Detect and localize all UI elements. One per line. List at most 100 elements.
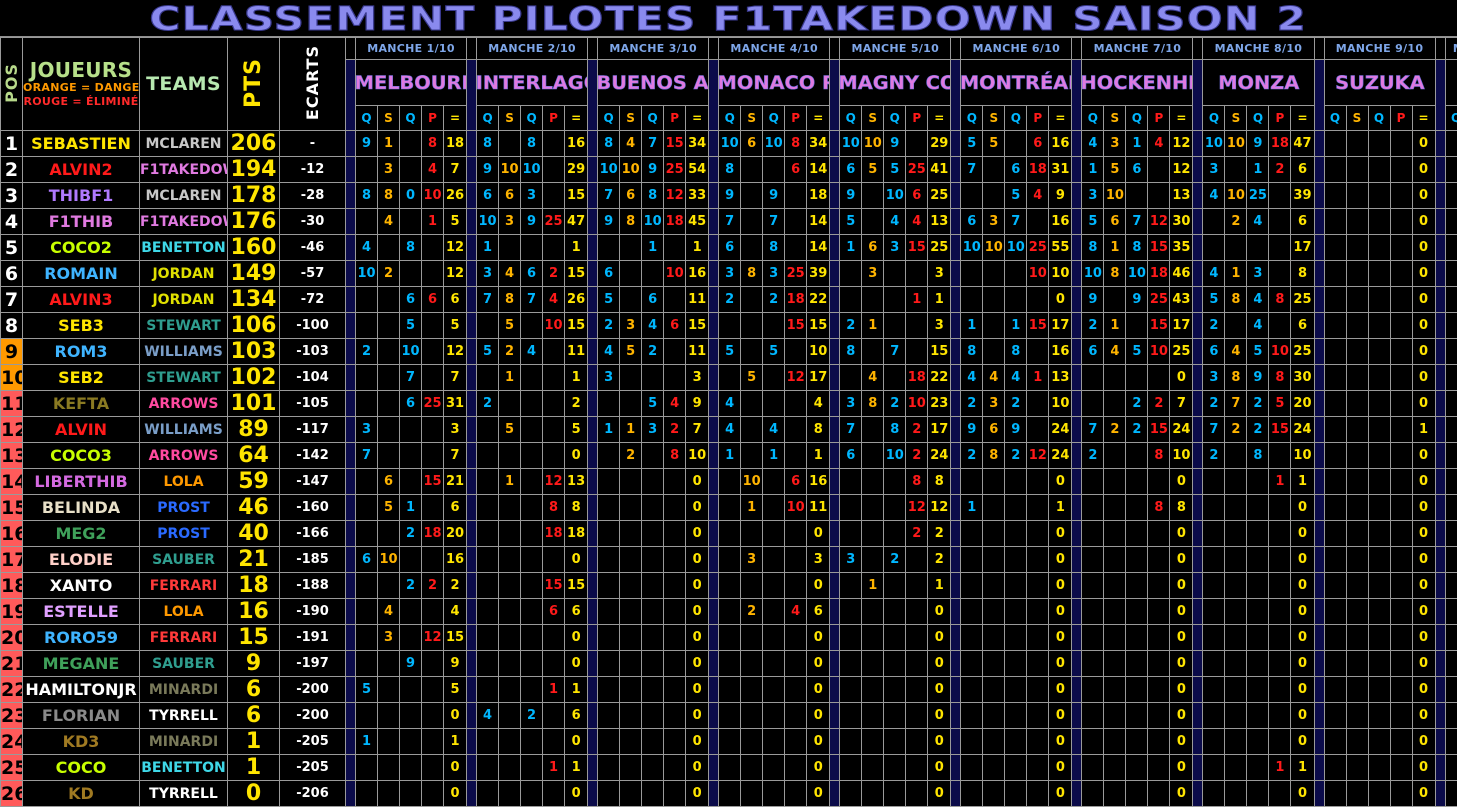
cell-m3-q1 (598, 547, 620, 573)
cell-m2-q1 (477, 469, 499, 495)
cell-m7-s (1104, 443, 1126, 469)
cell-m6-p (1027, 677, 1049, 703)
separator-bar-body-3 (588, 755, 598, 781)
separator-bar-body-2 (467, 339, 477, 365)
separator-bar-body-1 (346, 261, 356, 287)
row-points: 16 (228, 599, 280, 625)
cell-m2-q1: 2 (477, 391, 499, 417)
cell-m3-s (620, 573, 642, 599)
cell-m9-total: 0 (1412, 573, 1435, 599)
separator-bar-body-4 (709, 781, 719, 807)
row-position: 16 (1, 521, 23, 547)
cell-m9-total: 0 (1412, 287, 1435, 313)
table-row: 16MEG2PROST40-166218201818002200000 (1, 521, 1457, 547)
cell-m5-total: 0 (928, 729, 951, 755)
cell-m4-q2 (763, 781, 785, 807)
cell-m6-p (1027, 287, 1049, 313)
cell-m3-q2 (642, 625, 664, 651)
cell-m4-q2 (763, 495, 785, 521)
cell-m2-s (499, 235, 521, 261)
cell-m6-p (1027, 209, 1049, 235)
circuit-cell-6: MONTRÉAL (961, 60, 1072, 106)
cell-m2-p (543, 547, 565, 573)
manche-label-1: MANCHE 1/10 (356, 38, 467, 60)
cell-m3-total: 0 (686, 703, 709, 729)
cell-m4-q2: 9 (763, 183, 785, 209)
cell-m4-s (741, 443, 763, 469)
cell-m4-p (785, 521, 807, 547)
cell-m10-q1 (1445, 443, 1457, 469)
cell-m5-total: 41 (928, 157, 951, 183)
cell-m6-q1 (961, 677, 983, 703)
cell-m5-q1 (840, 755, 862, 781)
cell-m6-p: 6 (1027, 131, 1049, 157)
separator-bar-body-4 (709, 573, 719, 599)
cell-m8-s (1225, 677, 1247, 703)
cell-m1-q1: 1 (356, 729, 378, 755)
cell-m8-q1: 3 (1203, 157, 1225, 183)
cell-m3-q1 (598, 625, 620, 651)
row-team-name: F1TAKEDOWN (140, 209, 228, 235)
cell-m6-q2 (1005, 469, 1027, 495)
separator-bar-body-10 (1435, 469, 1445, 495)
cell-m8-p (1269, 781, 1291, 807)
cell-m6-q2 (1005, 573, 1027, 599)
cell-m8-s (1225, 625, 1247, 651)
row-team-name: JORDAN (140, 261, 228, 287)
cell-m5-p: 8 (906, 469, 928, 495)
cell-m8-total: 0 (1291, 521, 1314, 547)
cell-m8-q1: 4 (1203, 261, 1225, 287)
cell-m8-q1 (1203, 209, 1225, 235)
separator-bar-body-2 (467, 313, 477, 339)
row-points: 206 (228, 131, 280, 157)
cell-m3-total: 0 (686, 729, 709, 755)
separator-bar-body-8 (1193, 313, 1203, 339)
cell-m5-q1 (840, 495, 862, 521)
cell-m4-total: 0 (807, 781, 830, 807)
cell-m7-s (1104, 755, 1126, 781)
separator-bar-body-2 (467, 131, 477, 157)
subheader-1-s: S (378, 106, 400, 131)
cell-m8-q2 (1247, 677, 1269, 703)
cell-m1-s (378, 417, 400, 443)
cell-m10-q1 (1445, 573, 1457, 599)
cell-m6-q1: 1 (961, 495, 983, 521)
cell-m7-total: 35 (1170, 235, 1193, 261)
row-player-name: SEB3 (23, 313, 140, 339)
cell-m3-q1: 9 (598, 209, 620, 235)
cell-m9-s (1346, 131, 1368, 157)
cell-m1-s: 1 (378, 131, 400, 157)
cell-m9-s (1346, 443, 1368, 469)
separator-bar-body-10 (1435, 443, 1445, 469)
separator-bar-body-6 (951, 313, 961, 339)
header-pos: POS (1, 38, 23, 131)
separator-bar-body-9 (1314, 443, 1324, 469)
separator-bar-body-1 (346, 677, 356, 703)
separator-bar-body-8 (1193, 651, 1203, 677)
cell-m2-q1 (477, 599, 499, 625)
table-row: 25COCOBENETTON1-205011000001100 (1, 755, 1457, 781)
cell-m4-total: 0 (807, 573, 830, 599)
separator-bar-body-3 (588, 495, 598, 521)
cell-m1-q2 (400, 599, 422, 625)
separator-bar-body-7 (1072, 261, 1082, 287)
cell-m9-q2 (1368, 495, 1390, 521)
cell-m9-total: 0 (1412, 131, 1435, 157)
subheader-2-q1: Q (477, 106, 499, 131)
cell-m9-q2 (1368, 469, 1390, 495)
cell-m9-q2 (1368, 391, 1390, 417)
cell-m9-q1 (1324, 313, 1346, 339)
cell-m4-s (741, 573, 763, 599)
cell-m3-p (664, 781, 686, 807)
manche-label-5: MANCHE 5/10 (840, 38, 951, 60)
cell-m2-p: 18 (543, 521, 565, 547)
cell-m1-q2: 6 (400, 391, 422, 417)
cell-m5-q1: 1 (840, 235, 862, 261)
cell-m6-p (1027, 339, 1049, 365)
cell-m4-q1: 4 (719, 417, 741, 443)
cell-m1-q2: 0 (400, 183, 422, 209)
cell-m3-s (620, 547, 642, 573)
cell-m2-q1 (477, 313, 499, 339)
row-position: 11 (1, 391, 23, 417)
